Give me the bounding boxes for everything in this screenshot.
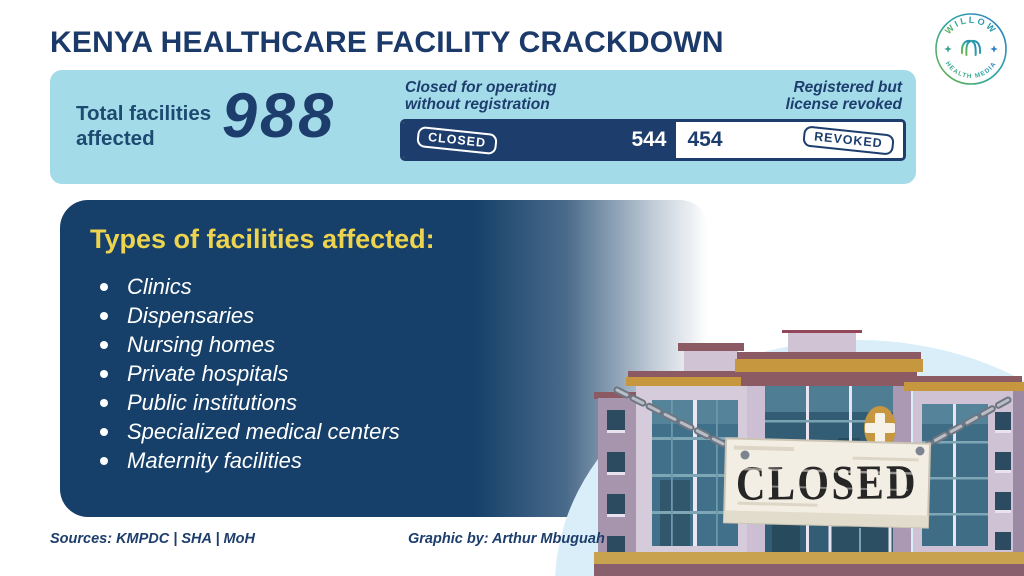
chain-left — [613, 386, 749, 459]
facility-item: Clinics — [100, 272, 400, 301]
facility-label: Clinics — [127, 273, 192, 299]
total-facilities-value: 988 — [222, 81, 337, 151]
closed-sign-text: CLOSED — [736, 454, 918, 511]
building-base — [594, 552, 1024, 564]
right-wing-glass — [922, 404, 988, 546]
revoked-value: 454 — [687, 128, 723, 151]
facility-item: Dispensaries — [100, 301, 400, 330]
right-column-windows — [995, 412, 1011, 550]
sign-bolt-left — [740, 450, 750, 460]
closed-value: 544 — [631, 128, 667, 151]
willow-health-media-logo: WILLOW HEALTH MEDIA — [935, 13, 1007, 85]
bullet-icon — [100, 427, 108, 436]
facility-item: Private hospitals — [100, 359, 400, 388]
left-wing-glass — [652, 400, 738, 546]
facility-label: Nursing homes — [127, 331, 275, 357]
facility-label: Specialized medical centers — [127, 418, 400, 444]
facility-list: Clinics Dispensaries Nursing homes Priva… — [100, 272, 400, 475]
bullet-icon — [100, 369, 108, 378]
bullet-icon — [100, 311, 108, 320]
sources-text: Sources: KMPDC | SHA | MoH — [50, 531, 255, 547]
facility-label: Maternity facilities — [127, 447, 302, 473]
facility-item: Specialized medical centers — [100, 417, 400, 446]
bar-revoked-segment: 454 REVOKED — [675, 122, 903, 158]
facility-types-heading: Types of facilities affected: — [90, 224, 435, 254]
left-column-windows — [607, 410, 625, 556]
facility-label: Private hospitals — [127, 360, 289, 386]
credit-text: Graphic by: Arthur Mbuguah — [408, 531, 605, 547]
page-title: KENYA HEALTHCARE FACILITY CRACKDOWN — [50, 26, 724, 59]
facility-item: Nursing homes — [100, 330, 400, 359]
revoked-stamp-icon: REVOKED — [802, 124, 895, 156]
closed-sign: CLOSED — [722, 437, 932, 529]
bullet-icon — [100, 398, 108, 407]
willow-tree-icon — [960, 39, 982, 61]
closed-hospital-illustration: CLOSED — [555, 330, 1024, 576]
facility-item: Maternity facilities — [100, 446, 400, 475]
hospital-cross-icon — [864, 406, 896, 450]
bar-closed-segment: CLOSED 544 — [403, 122, 676, 158]
summary-banner: Total facilities affected 988 Closed for… — [50, 70, 916, 184]
closed-category-label: Closed for operating without registratio… — [405, 79, 557, 113]
facility-label: Dispensaries — [127, 302, 255, 328]
closed-stamp-icon: CLOSED — [416, 125, 498, 155]
facility-item: Public institutions — [100, 388, 400, 417]
chain-right — [914, 396, 1012, 454]
logo-star-right-icon — [990, 45, 998, 53]
facility-types-panel: Types of facilities affected: Clinics Di… — [60, 200, 708, 517]
logo-star-left-icon — [944, 45, 952, 53]
revoked-category-label: Registered but license revoked — [785, 79, 902, 113]
facility-label: Public institutions — [127, 389, 297, 415]
sign-bolt-right — [915, 446, 925, 456]
facility-stacked-bar: CLOSED 544 454 REVOKED — [400, 119, 906, 161]
bullet-icon — [100, 282, 108, 291]
bullet-icon — [100, 340, 108, 349]
total-facilities-label: Total facilities affected — [76, 102, 212, 150]
bullet-icon — [100, 456, 108, 465]
